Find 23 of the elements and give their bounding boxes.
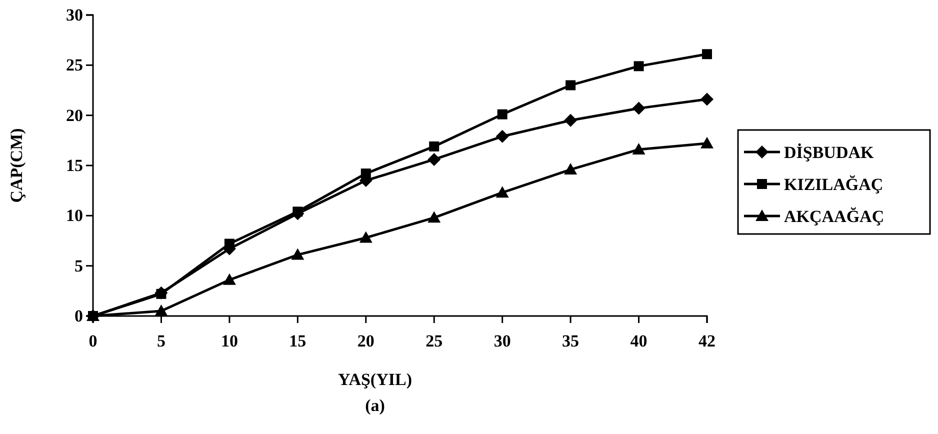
x-tick-label: 42 [698, 331, 716, 350]
x-tick-label: 15 [289, 331, 306, 350]
x-tick-label: 40 [630, 331, 648, 350]
y-tick-label: 30 [66, 5, 83, 24]
x-tick-label: 25 [426, 331, 443, 350]
x-tick-label: 0 [88, 331, 98, 350]
y-tick-label: 0 [74, 306, 83, 326]
legend-label: AKÇAAĞAÇ [784, 207, 884, 226]
x-tick-label: 20 [357, 331, 374, 350]
x-tick-label: 5 [156, 331, 166, 350]
legend-label: KIZILAĞAÇ [784, 175, 884, 194]
y-tick-label: 15 [66, 156, 83, 175]
legend-label: DİŞBUDAK [784, 143, 875, 162]
y-tick-label: 25 [66, 56, 83, 75]
y-tick-label: 5 [74, 256, 83, 276]
x-tick-label: 10 [220, 331, 238, 350]
y-tick-label: 20 [66, 106, 83, 125]
x-axis-title: YAŞ(YIL) [338, 370, 412, 389]
y-tick-label: 10 [66, 206, 83, 226]
y-axis-title: ÇAP(CM) [7, 128, 26, 203]
text: (a) [365, 396, 385, 415]
x-tick-label: 30 [494, 331, 511, 350]
x-tick-label: 35 [562, 331, 580, 350]
